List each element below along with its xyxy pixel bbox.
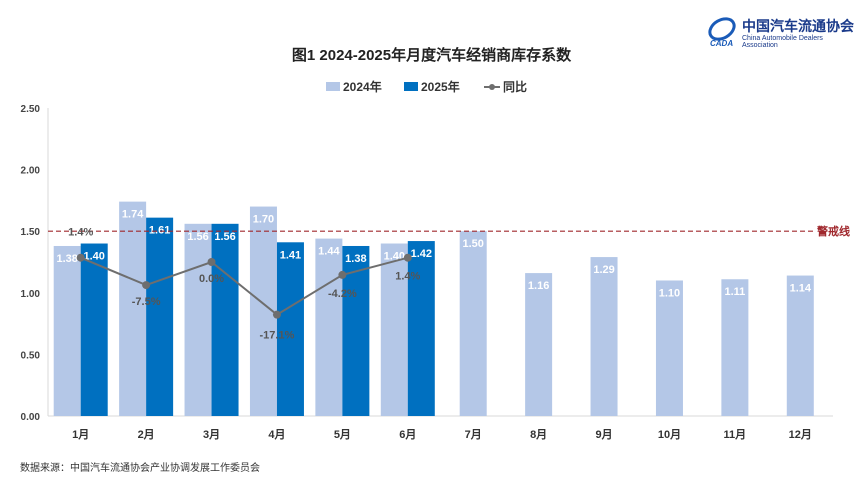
legend-swatch [404, 82, 418, 91]
x-tick-label: 6月 [399, 428, 416, 441]
bar-2024 [655, 280, 683, 416]
bar-2024 [380, 243, 408, 416]
bar-label-2025: 1.61 [149, 225, 170, 237]
x-tick-label: 11月 [724, 428, 747, 441]
x-tick-label: 2月 [138, 428, 155, 441]
bar-label-2024: 1.11 [724, 286, 745, 298]
bar-label-2024: 1.74 [122, 209, 144, 221]
bar-2024 [721, 279, 749, 416]
bar-2025 [80, 243, 108, 416]
yoy-label: -7.5% [132, 296, 161, 308]
yoy-point [338, 270, 347, 279]
legend-label: 同比 [503, 79, 527, 94]
x-tick-label: 7月 [465, 428, 482, 441]
x-tick-label: 1月 [72, 428, 89, 441]
bar-2024 [53, 245, 81, 416]
yoy-label: 1.4% [68, 227, 93, 239]
bar-label-2025: 1.41 [280, 249, 301, 261]
bar-label-2024: 1.44 [318, 246, 340, 258]
legend-label: 2024年 [343, 79, 382, 94]
bar-2025 [146, 217, 174, 416]
source-note: 数据来源：中国汽车流通协会产业协调发展工作委员会 [20, 463, 260, 474]
chart-title: 图1 2024-2025年月度汽车经销商库存系数 [291, 47, 572, 64]
logo-en: China Automobile Dealers Association [742, 35, 823, 49]
bar-label-2025: 1.38 [345, 253, 366, 265]
legend-label: 2025年 [421, 79, 460, 94]
bar-label-2024: 1.56 [187, 231, 208, 243]
y-tick-label: 1.50 [21, 227, 41, 238]
bar-2025 [211, 223, 239, 416]
yoy-point [76, 253, 85, 262]
bar-label-2024: 1.14 [790, 283, 812, 295]
x-tick-label: 4月 [268, 428, 285, 441]
svg-text:CADA: CADA [710, 39, 733, 48]
bar-label-2024: 1.10 [659, 287, 680, 299]
bar-2024 [525, 273, 553, 416]
x-tick-label: 9月 [595, 428, 612, 441]
y-tick-label: 2.00 [21, 166, 41, 177]
yoy-point [403, 253, 412, 262]
x-tick-label: 10月 [658, 428, 681, 441]
yoy-point [207, 258, 216, 266]
bar-label-2024: 1.38 [56, 253, 77, 265]
bar-2024 [315, 238, 343, 416]
warning-line-label: 警戒线 [816, 224, 850, 238]
yoy-point [142, 281, 151, 290]
bar-label-2024: 1.70 [253, 214, 274, 226]
bar-label-2024: 1.29 [593, 264, 614, 276]
y-tick-label: 0.50 [21, 350, 41, 361]
yoy-line [80, 256, 409, 316]
yoy-label: 1.4% [395, 271, 420, 283]
bar-2024 [184, 223, 212, 416]
bar-2024 [119, 201, 147, 416]
yoy-label: 0.0% [199, 273, 224, 285]
yoy-label: -4.2% [328, 288, 357, 300]
legend-swatch [326, 82, 340, 91]
y-tick-label: 0.00 [21, 412, 41, 423]
x-tick-label: 3月 [203, 428, 220, 441]
x-tick-label: 5月 [334, 428, 351, 441]
cada-logo-icon: CADA [708, 17, 736, 48]
y-tick-label: 1.00 [21, 289, 41, 300]
bar-label-2024: 1.16 [528, 280, 549, 292]
bar-label-2024: 1.50 [462, 238, 483, 250]
x-tick-label: 12月 [789, 428, 812, 441]
bar-2025 [276, 242, 304, 416]
yoy-label: -17.1% [260, 330, 295, 342]
logo-cn: 中国汽车流通协会 [742, 19, 854, 35]
logo: CADA 中国汽车流通协会 China Automobile Dealers A… [706, 14, 856, 49]
bar-2025 [407, 241, 435, 416]
bar-2024 [786, 275, 814, 416]
bar-label-2025: 1.40 [83, 251, 104, 263]
x-tick-label: 8月 [530, 428, 547, 441]
bar-2024 [459, 231, 487, 416]
yoy-point [272, 310, 281, 319]
legend-marker [489, 84, 495, 90]
y-tick-label: 2.50 [21, 104, 41, 115]
bar-label-2025: 1.42 [411, 248, 432, 260]
bar-2024 [590, 257, 618, 416]
bar-label-2025: 1.56 [214, 231, 235, 243]
